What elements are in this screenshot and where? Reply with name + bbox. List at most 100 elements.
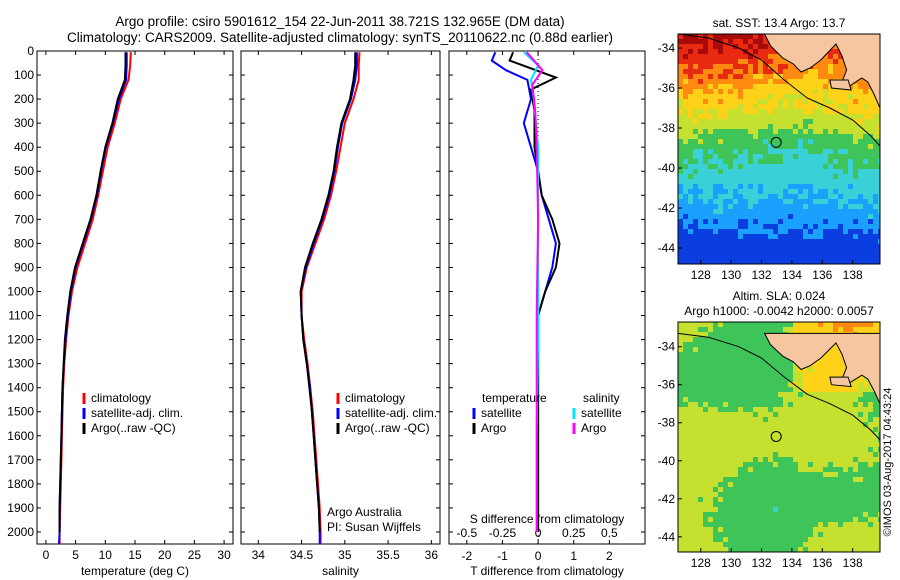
sst_map-cell — [698, 149, 704, 155]
sla_map-cell — [818, 427, 824, 433]
sst_map-cell — [868, 249, 874, 255]
sst_map-cell — [703, 89, 709, 95]
sst_map-cell — [768, 184, 774, 190]
sla_map-cell — [808, 537, 814, 543]
sla_map-cell — [788, 392, 794, 398]
sla_map-cell — [693, 437, 699, 443]
sst_map-cell — [758, 154, 764, 160]
sst_map-cell — [763, 229, 769, 235]
sst_map-cell — [693, 159, 699, 165]
sst_map-cell — [878, 194, 880, 200]
sla_map-cell — [823, 527, 829, 533]
sst_map-cell — [808, 134, 814, 140]
temperature-y-tick-label: 1400 — [7, 381, 34, 395]
sla_map-cell — [798, 472, 804, 478]
sla_map-cell — [833, 442, 839, 448]
sla_map-cell — [778, 447, 784, 453]
sst_map-cell — [753, 79, 759, 85]
sst_map-cell — [733, 94, 739, 100]
sla_map-cell — [863, 532, 869, 538]
sla_map-cell — [818, 532, 824, 538]
sla_map-cell — [773, 352, 779, 358]
sst_map-cell — [863, 94, 869, 100]
sst_map-cell — [733, 244, 739, 250]
sst_map-cell — [783, 259, 789, 264]
sst_map-cell — [778, 169, 784, 175]
sst_map-cell — [798, 194, 804, 200]
sla_map-cell — [748, 457, 754, 463]
difference-legend-entry: satellite — [481, 406, 522, 420]
sst_map-cell — [718, 74, 724, 80]
sst_map-cell — [748, 159, 754, 165]
sst_map-y-tick-label: -42 — [658, 201, 676, 215]
sst_map-cell — [833, 244, 839, 250]
sst_map-cell — [708, 154, 714, 160]
sst_map-cell — [713, 214, 719, 220]
sst_map-cell — [718, 34, 724, 40]
sla_map-cell — [768, 427, 774, 433]
sst_map-cell — [693, 109, 699, 115]
sst_map-cell — [873, 194, 879, 200]
sla_map-cell — [833, 417, 839, 423]
sla_map-cell — [683, 492, 689, 498]
sla_map-cell — [708, 342, 714, 348]
sla_map-cell — [853, 382, 859, 388]
sla_map-cell — [693, 472, 699, 478]
sla_map-cell — [683, 342, 689, 348]
sst_map-cell — [858, 154, 864, 160]
sst_map-cell — [873, 234, 879, 240]
sst_map-cell — [793, 209, 799, 215]
sla_map-cell — [878, 327, 880, 333]
sst_map-cell — [693, 149, 699, 155]
sla_map-cell — [823, 417, 829, 423]
sla_map-cell — [858, 507, 864, 513]
sst_map-cell — [738, 49, 744, 55]
sst_map-cell — [748, 154, 754, 160]
sla_map-cell — [793, 457, 799, 463]
sla_map-cell — [828, 437, 834, 443]
sla_map-cell — [828, 367, 834, 373]
sst_map-cell — [713, 64, 719, 70]
sst_map-cell — [788, 159, 794, 165]
sla_map-cell — [788, 497, 794, 503]
sst_map-cell — [743, 199, 749, 205]
sst_map-cell — [703, 184, 709, 190]
sla_map-cell — [793, 532, 799, 538]
sla_map-cell — [748, 517, 754, 523]
sla_map-cell — [758, 512, 764, 518]
sst_map-cell — [688, 44, 694, 50]
sla_map-cell — [698, 492, 704, 498]
sla_map-cell — [768, 542, 774, 548]
sla_map-cell — [718, 507, 724, 513]
sst_map-cell — [803, 164, 809, 170]
sst_map-cell — [773, 124, 779, 130]
sst_map-cell — [708, 99, 714, 105]
sla_map-cell — [868, 482, 874, 488]
sst_map-cell — [753, 214, 759, 220]
salinity-x-tick-label: 35.5 — [376, 548, 400, 562]
sla_map-cell — [843, 462, 849, 468]
sla_map-cell — [793, 497, 799, 503]
sla_map-cell — [818, 437, 824, 443]
sla_map-cell — [783, 362, 789, 368]
sla_map-cell — [803, 372, 809, 378]
sla_map-kangaroo-island — [829, 376, 852, 388]
sla_map-cell — [738, 452, 744, 458]
legend-entry: climatology — [345, 391, 405, 405]
sla_map-cell — [873, 527, 879, 533]
sst_map-cell — [828, 54, 834, 60]
sst_map-cell — [693, 94, 699, 100]
sst_map-cell — [703, 79, 709, 85]
sla_map-cell — [808, 457, 814, 463]
sst_map-cell — [773, 104, 779, 110]
sla_map-cell — [808, 462, 814, 468]
sst_map-cell — [863, 239, 869, 245]
sla_map-cell — [738, 342, 744, 348]
sst_map-cell — [768, 89, 774, 95]
sst_map-cell — [863, 219, 869, 225]
sst_map-cell — [873, 214, 879, 220]
sla_map-cell — [698, 362, 704, 368]
sst_map-cell — [838, 244, 844, 250]
sla_map-cell — [708, 402, 714, 408]
sla_map-cell — [753, 422, 759, 428]
